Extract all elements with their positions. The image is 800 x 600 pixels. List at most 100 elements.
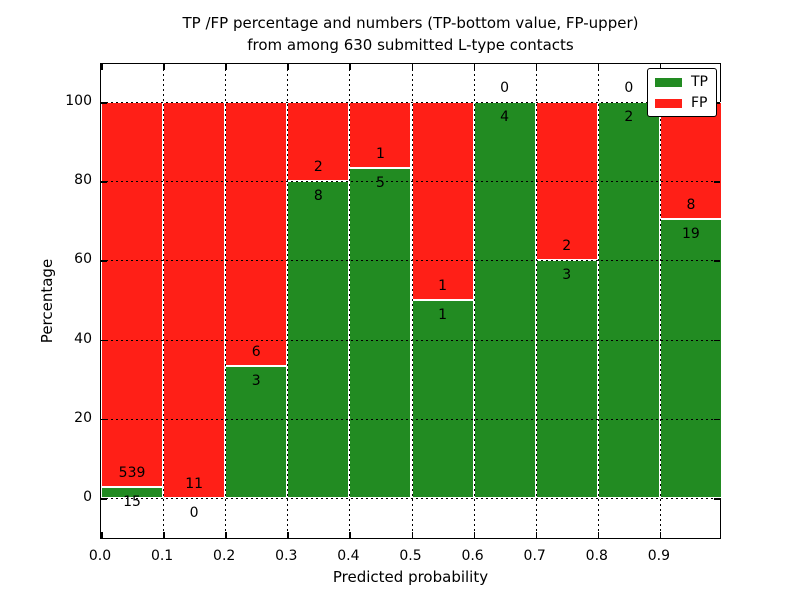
bar-tp-segment (659, 219, 722, 498)
gridline-horizontal (101, 418, 720, 420)
gridline-horizontal (101, 498, 720, 500)
x-tick-label: 0.0 (88, 548, 112, 564)
bar-count-label-fp: 11 (185, 476, 204, 493)
legend-label: FP (691, 95, 708, 111)
gridline-horizontal (101, 102, 720, 104)
bar-fp-segment (101, 102, 164, 488)
x-tick-label: 0.7 (523, 548, 546, 564)
x-tick-top (659, 64, 662, 70)
gridline-horizontal (101, 339, 720, 341)
x-tick-label: 0.2 (213, 548, 236, 564)
legend-row: TP (655, 75, 708, 89)
bar-tp-segment (597, 102, 660, 499)
bar-tp-segment (101, 487, 164, 498)
y-tick-label: 20 (74, 409, 92, 426)
bar-count-label-tp: 4 (500, 109, 510, 126)
y-tick-label: 100 (65, 93, 92, 110)
x-tick-bottom (473, 532, 476, 538)
x-tick-label: 0.9 (647, 548, 671, 564)
legend-row: FP (655, 96, 708, 110)
x-tick-label: 0.6 (461, 548, 484, 564)
y-tick-right (714, 418, 720, 421)
x-tick-bottom (659, 532, 662, 538)
x-tick-top (101, 64, 103, 70)
bar-fp-segment (411, 102, 474, 301)
legend-label: TP (691, 74, 708, 90)
x-tick-bottom (225, 532, 227, 538)
x-tick-label: 0.3 (275, 548, 298, 564)
legend-swatch-tp (655, 77, 682, 87)
bar-count-label-fp: 2 (313, 159, 323, 176)
y-tick-right (714, 102, 720, 104)
chart-title-line1: TP /FP percentage and numbers (TP-bottom… (182, 14, 639, 32)
gridline-vertical (225, 64, 227, 538)
x-tick-bottom (287, 532, 289, 538)
y-tick-left (101, 498, 107, 500)
x-tick-top (597, 64, 600, 70)
y-tick-label: 0 (83, 489, 92, 506)
bar-tp-segment (535, 260, 598, 498)
gridline-vertical (597, 64, 599, 538)
gridline-horizontal (101, 181, 720, 183)
bar-count-label-fp: 1 (438, 278, 448, 295)
bar-count-label-tp: 3 (251, 373, 261, 390)
x-tick-label: 0.4 (337, 548, 360, 564)
x-tick-label: 0.8 (585, 548, 608, 564)
chart-title-line2: from among 630 submitted L-type contacts (247, 36, 574, 54)
x-tick-top (287, 64, 289, 70)
bar-count-label-tp: 2 (624, 109, 634, 126)
x-tick-bottom (535, 532, 538, 538)
bar-tp-segment (349, 168, 412, 498)
bar-count-label-tp: 3 (562, 267, 572, 284)
legend: TP FP (647, 68, 717, 117)
x-tick-label: 0.1 (150, 548, 174, 564)
gridline-horizontal (101, 260, 720, 262)
chart-title: TP /FP percentage and numbers (TP-bottom… (100, 12, 721, 56)
bar-fp-segment (225, 102, 288, 367)
bar-tp-segment (473, 102, 536, 499)
x-tick-bottom (411, 532, 413, 538)
x-tick-bottom (163, 532, 165, 538)
x-tick-top (535, 64, 538, 70)
x-tick-top (473, 64, 476, 70)
legend-swatch-fp (655, 98, 682, 108)
bar-tp-segment (411, 300, 474, 499)
y-tick-right (714, 498, 720, 500)
bar-fp-segment (349, 102, 412, 169)
x-tick-label: 0.5 (399, 548, 422, 564)
y-tick-left (101, 418, 107, 421)
bar-count-label-fp: 8 (686, 197, 696, 214)
bar-count-label-tp: 19 (682, 226, 700, 243)
bar-count-label-tp: 8 (313, 188, 323, 205)
bar-count-label-fp: 539 (118, 465, 146, 482)
gridline-vertical (411, 64, 413, 538)
bar-count-label-fp: 1 (375, 146, 385, 163)
bar-count-label-fp: 6 (251, 344, 261, 361)
x-tick-top (225, 64, 227, 70)
y-tick-right (714, 181, 720, 183)
bar-fp-segment (659, 102, 722, 220)
bar-count-label-fp: 2 (562, 238, 572, 255)
bar-fp-segment (163, 102, 226, 499)
x-tick-bottom (597, 532, 600, 538)
y-tick-label: 40 (74, 330, 92, 347)
y-tick-left (101, 102, 107, 104)
y-tick-left (101, 181, 107, 183)
bar-count-label-fp: 0 (624, 80, 634, 97)
y-tick-right (714, 339, 720, 342)
x-tick-top (349, 64, 351, 70)
gridline-vertical (163, 64, 165, 538)
bar-count-label-tp: 5 (375, 175, 385, 192)
x-tick-top (163, 64, 165, 70)
x-tick-bottom (349, 532, 351, 538)
plot-area: 539 15 11 0 6 3 2 8 1 5 1 1 0 4 2 3 0 2 8 19 (100, 63, 722, 539)
gridline-vertical (473, 64, 475, 538)
bar-count-label-tp: 15 (123, 494, 141, 511)
gridline-vertical (287, 64, 289, 538)
bar-count-label-tp: 0 (189, 505, 199, 522)
x-tick-bottom (101, 532, 103, 538)
gridline-vertical (659, 64, 661, 538)
bar-count-label-fp: 0 (500, 80, 510, 97)
gridline-vertical (535, 64, 537, 538)
